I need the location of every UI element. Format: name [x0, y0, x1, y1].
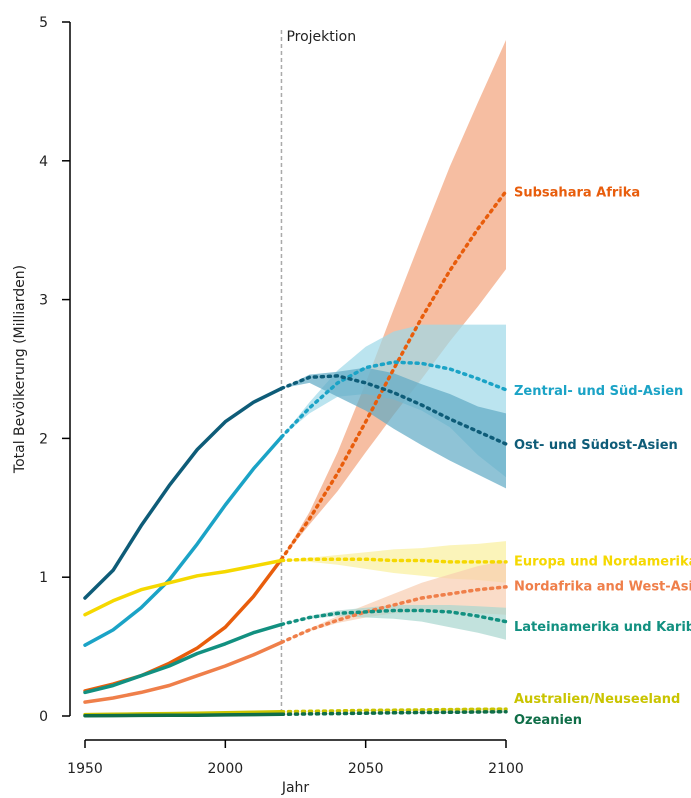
- series-label-lateinamerika-und-karibik: Lateinamerika und Karibik: [514, 620, 691, 635]
- line-zentral-und-sud-asien-projection: [279, 360, 508, 439]
- x-tick-label: 2050: [348, 761, 384, 777]
- line-ost-und-sudost-asien-projection: [279, 374, 508, 446]
- line-zentral-und-sud-asien-historical: [83, 435, 284, 647]
- line-nordafrika-and-west-asien-projection: [279, 585, 508, 645]
- y-axis-title: Total Bevölkerung (Milliarden): [12, 265, 28, 474]
- line-europa-und-nordamerika-projection: [279, 557, 508, 564]
- line-ozeanien-projection: [279, 709, 508, 717]
- line-lateinamerika-und-karibik-projection: [279, 608, 508, 627]
- x-tick-label: 2000: [208, 761, 244, 777]
- series-label-ozeanien: Ozeanien: [514, 713, 582, 728]
- x-tick-label: 2100: [488, 761, 524, 777]
- projection-marker: Projektion: [280, 29, 356, 716]
- band-nordafrika-and-west-asien: [281, 560, 506, 643]
- x-ticks: 1950 2000 2050 2100: [67, 740, 524, 777]
- series-label-australien-neuseeland: Australien/Neuseeland: [514, 692, 680, 707]
- series-label-ost-und-sudost-asien: Ost- und Südost-Asien: [514, 438, 678, 453]
- band-subsahara-afrika: [281, 40, 506, 560]
- y-tick-label: 1: [39, 570, 48, 586]
- line-nordafrika-and-west-asien-historical: [83, 640, 284, 704]
- series-lines: [83, 189, 508, 718]
- line-europa-und-nordamerika-historical: [83, 558, 284, 617]
- series-label-zentral-und-sud-asien: Zentral- und Süd-Asien: [514, 384, 683, 399]
- series-label-europa-und-nordamerika: Europa und Nordamerika: [514, 555, 691, 570]
- y-ticks: 0 1 2 3 4 5: [39, 15, 70, 725]
- series-label-subsahara-afrika: Subsahara Afrika: [514, 185, 640, 200]
- line-lateinamerika-und-karibik-historical: [83, 622, 284, 695]
- series-end-labels: Subsahara Afrika Zentral- und Süd-Asien Os…: [514, 185, 691, 727]
- line-ost-und-sudost-asien-historical: [83, 386, 284, 600]
- y-tick-label: 5: [39, 15, 48, 31]
- y-tick-label: 0: [39, 709, 48, 725]
- y-tick-label: 4: [39, 154, 48, 170]
- band-ost-und-sudost-asien: [281, 367, 506, 489]
- series-label-nordafrika-and-west-asien: Nordafrika and West-Asien: [514, 580, 691, 595]
- x-axis-title: Jahr: [281, 780, 310, 796]
- projection-label: Projektion: [286, 29, 356, 45]
- y-tick-label: 3: [39, 293, 48, 309]
- band-zentral-und-sud-asien: [281, 324, 506, 478]
- line-ozeanien-historical: [83, 712, 284, 718]
- y-tick-label: 2: [39, 431, 48, 447]
- axes: 0 1 2 3 4 5 1950 2000 2050 2100 Jahr Total Bevöl…: [12, 15, 524, 796]
- x-tick-label: 1950: [67, 761, 103, 777]
- line-australien-neuseeland-projection: [279, 707, 508, 714]
